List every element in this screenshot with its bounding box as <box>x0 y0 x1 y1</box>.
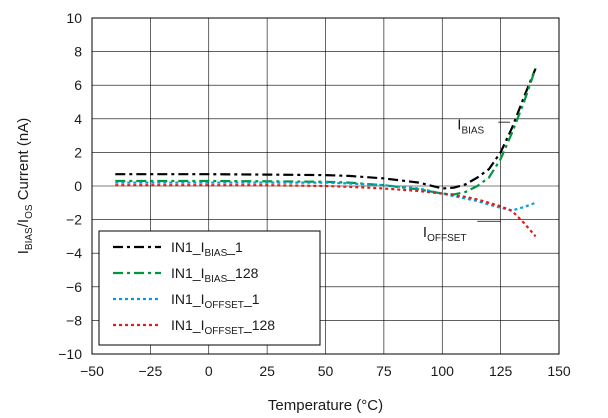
annotation-ioffset: IOFFSET <box>423 224 467 244</box>
x-tick-label: 50 <box>318 363 334 379</box>
y-tick-label: −2 <box>66 212 82 228</box>
y-tick-label: −4 <box>66 245 82 261</box>
y-tick-label: 10 <box>66 10 82 26</box>
x-tick-label: 150 <box>547 363 571 379</box>
annotations: IBIAS IOFFSET <box>423 117 510 244</box>
x-tick-label: 100 <box>431 363 455 379</box>
y-tick-label: 8 <box>74 44 82 60</box>
legend-label: IN1_IBIAS_1 <box>171 239 243 259</box>
legend-label: IN1_IBIAS_128 <box>171 265 259 285</box>
series-line <box>115 184 537 238</box>
y-tick-label: −6 <box>66 279 82 295</box>
legend-box <box>98 230 321 346</box>
series-line <box>115 68 537 196</box>
x-tick-label: −50 <box>80 363 104 379</box>
y-tick-label: −8 <box>66 312 82 328</box>
y-tick-label: 2 <box>74 144 82 160</box>
x-tick-label: −25 <box>139 363 163 379</box>
legend-label: IN1_IOFFSET_128 <box>171 317 275 337</box>
x-tick-label: 25 <box>259 363 275 379</box>
series-line <box>115 67 537 190</box>
y-tick-label: 6 <box>74 77 82 93</box>
annotation-ibias: IBIAS <box>457 117 484 137</box>
x-tick-label: 0 <box>205 363 213 379</box>
y-axis-label: IBIAS/IOS Current (nA) <box>15 118 35 254</box>
x-tick-label: 75 <box>376 363 392 379</box>
y-tick-label: 4 <box>74 111 82 127</box>
x-tick-label: 125 <box>489 363 513 379</box>
y-tick-label: 0 <box>74 178 82 194</box>
y-tick-labels: −10 −8 −6 −4 −2 0 2 4 6 8 10 <box>58 10 82 362</box>
legend-label: IN1_IOFFSET_1 <box>171 291 260 311</box>
y-tick-label: −10 <box>58 346 82 362</box>
plot-frame <box>91 17 560 355</box>
x-axis-label: Temperature (°C) <box>268 397 383 414</box>
legend: IN1_IBIAS_1 IN1_IBIAS_128 IN1_IOFFSET_1 … <box>98 230 321 346</box>
x-tick-labels: −50 −25 0 25 50 75 100 125 150 <box>80 363 571 379</box>
series-lines <box>115 67 537 238</box>
